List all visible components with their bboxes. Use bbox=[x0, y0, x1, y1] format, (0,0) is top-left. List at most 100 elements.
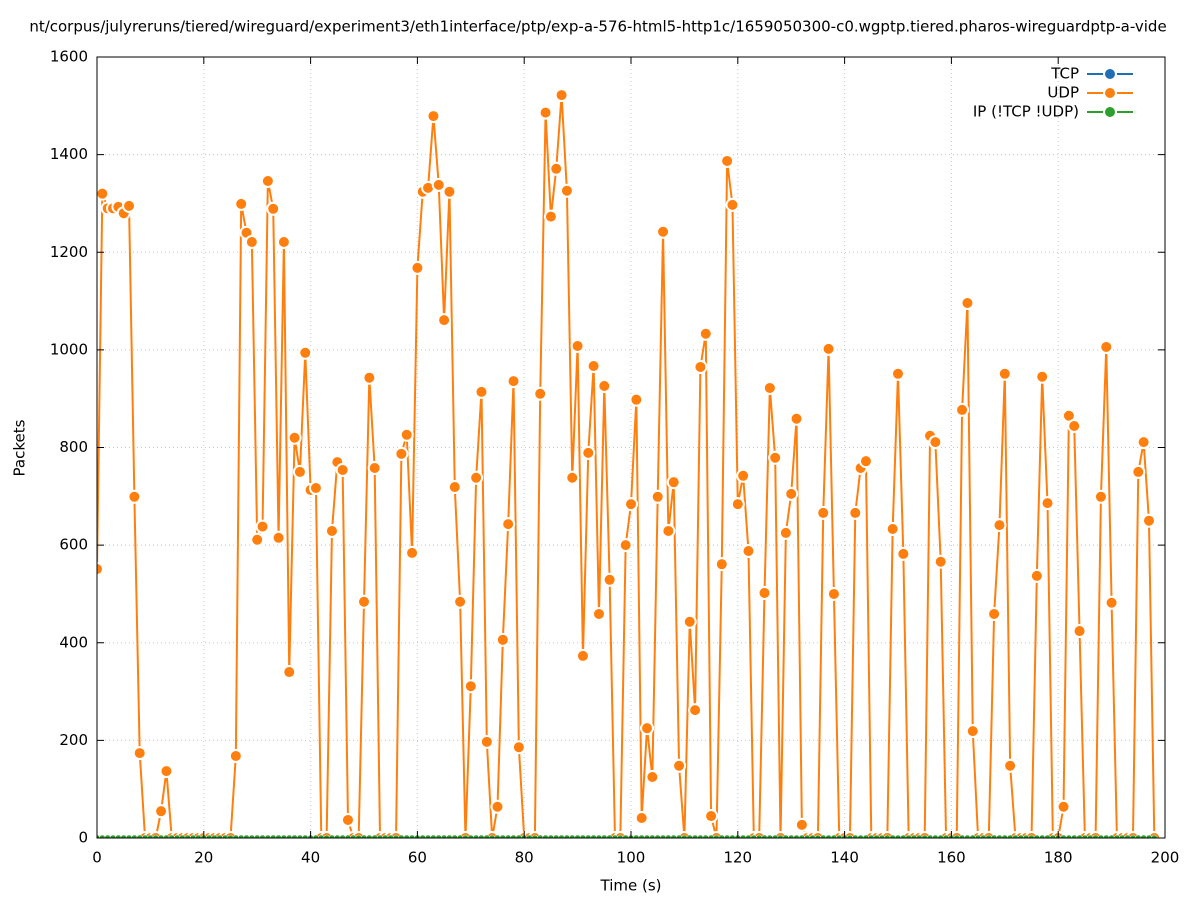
data-point bbox=[104, 834, 111, 838]
data-point bbox=[1035, 369, 1050, 384]
x-tick-label: 40 bbox=[301, 849, 320, 867]
data-point bbox=[344, 834, 352, 838]
data-point bbox=[910, 834, 918, 838]
data-point bbox=[1108, 834, 1115, 838]
data-point bbox=[437, 313, 452, 328]
data-point bbox=[814, 834, 822, 838]
series-line bbox=[97, 95, 1156, 838]
data-point bbox=[266, 201, 281, 216]
data-point bbox=[1056, 799, 1071, 814]
data-point bbox=[1092, 834, 1099, 838]
data-point bbox=[547, 834, 555, 838]
data-point bbox=[1003, 758, 1018, 773]
data-point bbox=[672, 758, 687, 773]
data-point bbox=[1067, 419, 1082, 434]
data-point bbox=[720, 153, 735, 168]
data-point bbox=[778, 525, 793, 540]
data-point bbox=[334, 834, 341, 838]
data-point bbox=[629, 392, 644, 407]
data-point bbox=[426, 109, 441, 124]
data-point bbox=[757, 585, 772, 600]
y-tick-label: 400 bbox=[59, 633, 88, 651]
data-point bbox=[287, 430, 302, 445]
legend-marker bbox=[1103, 67, 1117, 81]
data-point bbox=[312, 834, 320, 838]
data-point bbox=[259, 834, 266, 838]
data-point bbox=[784, 486, 799, 501]
data-point bbox=[581, 445, 596, 460]
data-point bbox=[665, 834, 672, 838]
data-point bbox=[410, 260, 425, 275]
data-point bbox=[1093, 489, 1108, 504]
x-tick-label: 140 bbox=[830, 849, 859, 867]
data-point bbox=[462, 834, 469, 838]
x-tick-label: 180 bbox=[1044, 849, 1073, 867]
data-point bbox=[969, 834, 977, 838]
data-point bbox=[905, 834, 912, 838]
data-point bbox=[825, 834, 832, 838]
data-point bbox=[467, 834, 475, 838]
data-point bbox=[291, 834, 298, 838]
data-point bbox=[318, 834, 325, 838]
x-tick-label: 60 bbox=[408, 849, 427, 867]
data-point bbox=[670, 834, 677, 838]
data-point bbox=[179, 834, 186, 838]
data-point bbox=[271, 530, 286, 545]
data-point bbox=[928, 435, 943, 450]
data-point bbox=[1006, 834, 1014, 838]
data-point bbox=[408, 834, 416, 838]
data-point bbox=[830, 834, 838, 838]
data-point bbox=[958, 834, 966, 838]
data-point bbox=[697, 834, 704, 838]
data-point bbox=[147, 834, 154, 838]
data-point bbox=[996, 834, 1003, 838]
data-point bbox=[1049, 834, 1057, 838]
data-point bbox=[964, 834, 971, 838]
x-tick-label: 120 bbox=[723, 849, 752, 867]
data-point bbox=[335, 462, 350, 477]
data-point bbox=[741, 543, 756, 558]
data-point bbox=[563, 834, 571, 838]
x-axis-label: Time (s) bbox=[600, 877, 662, 895]
data-point bbox=[768, 450, 783, 465]
data-point bbox=[686, 834, 693, 838]
axes: 0 200 400 600 800 1000 1200 1400 1600 0 20 40 60 80 10… bbox=[50, 48, 1180, 867]
data-point bbox=[435, 834, 443, 838]
y-tick-label: 1400 bbox=[50, 145, 88, 163]
data-point bbox=[649, 834, 656, 838]
data-point bbox=[442, 184, 457, 199]
x-tick-label: 80 bbox=[515, 849, 534, 867]
data-point bbox=[451, 834, 459, 838]
data-point bbox=[965, 724, 980, 739]
data-point bbox=[1001, 834, 1009, 838]
data-point bbox=[387, 834, 394, 838]
data-point bbox=[955, 402, 970, 417]
data-point bbox=[745, 834, 752, 838]
data-point bbox=[960, 296, 975, 311]
data-point bbox=[997, 366, 1012, 381]
data-point bbox=[916, 834, 923, 838]
data-point bbox=[723, 834, 731, 838]
data-point bbox=[328, 834, 336, 838]
data-point bbox=[894, 834, 902, 838]
data-point bbox=[836, 834, 843, 838]
data-point bbox=[1124, 834, 1131, 838]
data-point bbox=[739, 834, 747, 838]
data-point bbox=[269, 834, 277, 838]
data-point bbox=[232, 834, 240, 838]
data-point bbox=[533, 386, 548, 401]
data-point bbox=[515, 834, 523, 838]
data-point bbox=[826, 586, 841, 601]
data-point bbox=[456, 834, 464, 838]
legend-label: IP (!TCP !UDP) bbox=[973, 103, 1079, 121]
data-point bbox=[253, 834, 261, 838]
data-point bbox=[355, 834, 362, 838]
data-point bbox=[490, 799, 505, 814]
data-point bbox=[595, 834, 603, 838]
data-point bbox=[794, 817, 809, 832]
data-point bbox=[933, 554, 948, 569]
data-point bbox=[718, 834, 726, 838]
data-point bbox=[873, 834, 880, 838]
data-point bbox=[634, 810, 649, 825]
data-point bbox=[510, 834, 517, 838]
